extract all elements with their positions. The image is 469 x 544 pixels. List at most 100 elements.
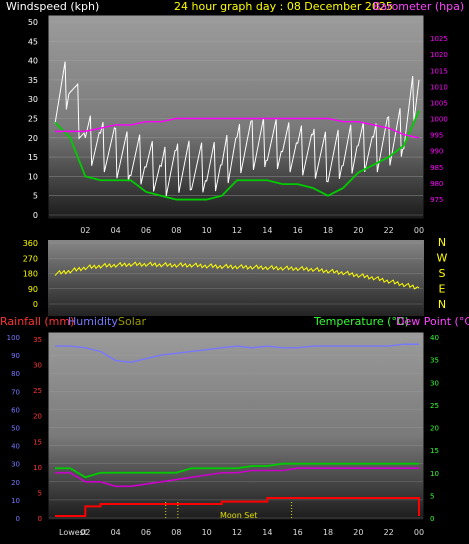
x-tick-label: 22	[384, 226, 394, 235]
rain-series-line	[55, 497, 420, 517]
y2-tick-label: 980	[430, 180, 443, 188]
y-tick-label: 45	[28, 37, 38, 46]
x-tick-label: 20	[353, 226, 363, 235]
y-tick-label: 25	[28, 115, 38, 124]
x-tick-label: 10	[202, 528, 212, 537]
y-tick-label: 20	[28, 134, 38, 143]
average-series-line	[54, 110, 420, 201]
rain-tick-label: 20	[33, 413, 42, 421]
x-tick-label: 02	[80, 528, 90, 537]
humidity-legend: Humidity	[68, 315, 118, 328]
temperature-tick-label: 35	[430, 357, 439, 365]
x-tick-label: 18	[323, 226, 333, 235]
x-tick-label: 08	[171, 226, 181, 235]
x-tick-label: 22	[384, 528, 394, 537]
x-tick-label: 06	[141, 226, 151, 235]
humidity-tick-label: 20	[11, 479, 20, 487]
rain-tick-label: 25	[33, 387, 42, 395]
x-tick-label: 12	[232, 528, 242, 537]
direction-tick-label: 90	[28, 285, 38, 294]
y-tick-label: 50	[28, 18, 38, 27]
graph-title: 24 hour graph day : 08 December 2025	[174, 0, 393, 13]
y2-tick-label: 990	[430, 148, 443, 156]
x-tick-label: 00	[414, 226, 424, 235]
rain-tick-label: 5	[38, 489, 42, 497]
barometer-series-line	[55, 117, 420, 139]
temperature-tick-label: 30	[430, 379, 439, 387]
y-tick-label: 5	[33, 192, 38, 201]
x-tick-label: 18	[323, 528, 333, 537]
solar-legend: Solar	[118, 315, 147, 328]
dewpoint-legend: Dew Point (°C)	[396, 315, 469, 328]
y-tick-label: 30	[28, 95, 38, 104]
rain-legend: Rainfall (mm)	[0, 315, 74, 328]
compass-label: W	[437, 252, 448, 265]
humidity-tick-label: 60	[11, 406, 20, 414]
wind-plot-area	[45, 12, 427, 222]
humidity-tick-label: 40	[11, 443, 20, 451]
dewpoint-series-line	[55, 467, 419, 488]
rain-tick-label: 30	[33, 362, 42, 370]
humidity-tick-label: 70	[11, 388, 20, 396]
x-tick-label: 14	[262, 528, 272, 537]
y-tick-label: 15	[28, 153, 38, 162]
temperature-tick-label: 10	[430, 470, 439, 478]
x-tick-label: 08	[171, 528, 181, 537]
baro-title: Barometer (hpa)	[373, 0, 464, 13]
temperature-tick-label: 15	[430, 447, 439, 455]
humidity-tick-label: 90	[11, 352, 20, 360]
x-tick-label: 04	[111, 226, 121, 235]
y-tick-label: 40	[28, 57, 38, 66]
direction-tick-label: 0	[33, 300, 38, 309]
humidity-tick-label: 0	[16, 515, 20, 523]
x-tick-label: 02	[80, 226, 90, 235]
direction-tick-label: 360	[23, 239, 38, 248]
temperature-tick-label: 5	[430, 492, 434, 500]
direction-tick-label: 180	[23, 270, 38, 279]
humidity-tick-label: 80	[11, 370, 20, 378]
temperature-legend: Temperature (°C)	[313, 315, 409, 328]
x-tick-label: 14	[262, 226, 272, 235]
humidity-series-line	[55, 343, 419, 364]
temperature-series-line	[55, 462, 419, 479]
moon-set-label: Moon Set	[220, 511, 257, 520]
humidity-tick-label: 50	[11, 425, 20, 433]
humidity-tick-label: 100	[7, 334, 20, 342]
gust-series-line	[54, 61, 420, 197]
y2-tick-label: 1005	[430, 99, 448, 107]
x-tick-label: 00	[414, 528, 424, 537]
y-tick-label: 35	[28, 76, 38, 85]
compass-label: N	[438, 298, 446, 311]
temperature-tick-label: 40	[430, 334, 439, 342]
compass-label: E	[439, 283, 446, 296]
lowest-label: Lowest	[59, 528, 87, 537]
y-tick-label: 0	[33, 211, 38, 220]
direction-tick-label: 270	[23, 254, 38, 263]
rain-tick-label: 35	[33, 336, 42, 344]
y-tick-label: 10	[28, 172, 38, 181]
x-tick-label: 10	[202, 226, 212, 235]
x-tick-label: 04	[111, 528, 121, 537]
wind-title: Windspeed (kph)	[6, 0, 99, 13]
direction-series-line	[54, 261, 420, 290]
y2-tick-label: 1015	[430, 67, 448, 75]
x-tick-label: 16	[293, 226, 303, 235]
compass-label: N	[438, 236, 446, 249]
rain-tick-label: 0	[38, 515, 42, 523]
temperature-tick-label: 0	[430, 515, 434, 523]
humidity-tick-label: 10	[11, 497, 20, 505]
y2-tick-label: 995	[430, 132, 443, 140]
rain-tick-label: 10	[33, 464, 42, 472]
x-tick-label: 16	[293, 528, 303, 537]
humidity-tick-label: 30	[11, 461, 20, 469]
y2-tick-label: 985	[430, 164, 443, 172]
x-tick-label: 06	[141, 528, 151, 537]
y2-tick-label: 1000	[430, 116, 448, 124]
temperature-tick-label: 20	[430, 425, 439, 433]
temperature-tick-label: 25	[430, 402, 439, 410]
temp-plot-area	[45, 329, 427, 523]
y2-tick-label: 1020	[430, 51, 448, 59]
y2-tick-label: 975	[430, 196, 443, 204]
y2-tick-label: 1025	[430, 35, 448, 43]
